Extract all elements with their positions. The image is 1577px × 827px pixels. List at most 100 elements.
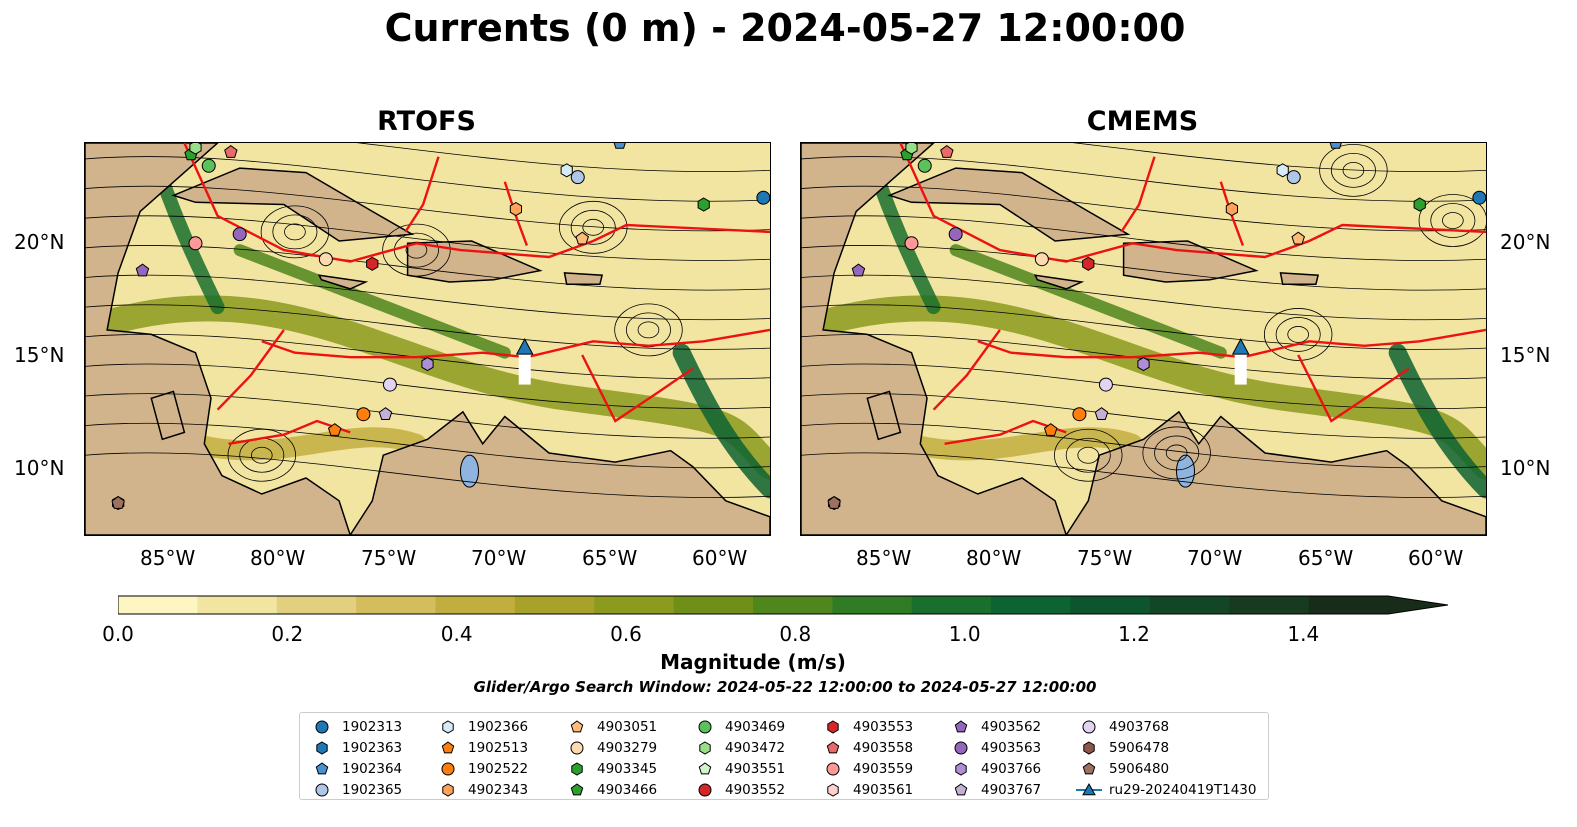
- legend-marker: [698, 783, 712, 796]
- colorbar-label: Magnitude (m/s): [660, 650, 846, 674]
- float-marker: [382, 377, 397, 392]
- float-marker: [613, 143, 626, 149]
- eddy-streamline: [1065, 437, 1111, 473]
- eddy-streamline: [1287, 326, 1309, 343]
- legend-marker: [570, 741, 584, 754]
- rtofs-map-canvas: [85, 143, 770, 535]
- legend-column: 1902313 1902363 1902364 1902365: [308, 716, 402, 800]
- y-tick-label: 20°N: [14, 230, 65, 254]
- legend-marker-icon: [955, 761, 967, 776]
- legend-marker-icon: [698, 783, 712, 796]
- streamline: [801, 185, 1486, 232]
- eddy-streamline: [1442, 212, 1464, 229]
- legend-label: 4903553: [853, 718, 914, 735]
- streamline: [801, 333, 1486, 380]
- streamline: [85, 333, 770, 380]
- float-marker: [905, 143, 918, 155]
- eddy-streamline: [284, 223, 306, 241]
- float-marker: [421, 357, 434, 372]
- legend-label: 4903766: [981, 760, 1042, 777]
- land-mass: [171, 167, 415, 242]
- legend-marker: [1082, 720, 1096, 733]
- current-band: [1388, 343, 1486, 499]
- legend-marker-icon: [570, 741, 584, 754]
- legend-label: 4903551: [725, 760, 786, 777]
- glider-marker: [515, 338, 534, 355]
- eddy-streamline: [1418, 194, 1486, 247]
- eez-boundary: [183, 143, 770, 263]
- legend-entry: 1902522: [434, 758, 528, 779]
- legend-marker-icon: [699, 740, 711, 755]
- legend-entry: 4903559: [819, 758, 913, 779]
- legend-entry: 4903561: [819, 779, 913, 800]
- colorbar-bin: [911, 596, 992, 614]
- colorbar-tick-label: 1.2: [1118, 622, 1150, 646]
- eddy-streamline: [1263, 308, 1333, 361]
- streamline: [801, 304, 1486, 350]
- legend-entry: 4903563: [947, 737, 1041, 758]
- legend-marker: [570, 782, 584, 795]
- legend-label: 1902313: [342, 718, 403, 735]
- legend-label: 4903767: [981, 781, 1042, 798]
- legend-marker: [442, 719, 454, 734]
- eez-boundary: [899, 143, 1486, 263]
- legend-entry: 1902313: [308, 716, 402, 737]
- legend-label: 1902366: [468, 718, 529, 735]
- legend-label: 4903051: [597, 718, 658, 735]
- legend-label: 4903561: [853, 781, 914, 798]
- eddy-streamline: [1342, 161, 1365, 179]
- streamline: [85, 245, 770, 291]
- colorbar-bin: [276, 596, 357, 614]
- legend-entry: 1902364: [308, 758, 402, 779]
- legend-entry: 1902365: [308, 779, 402, 800]
- streamline: [85, 393, 770, 439]
- streamline: [85, 422, 770, 469]
- glider-marker: [1231, 338, 1250, 355]
- float-marker: [356, 407, 371, 422]
- eddy-streamline: [272, 214, 318, 250]
- float-marker: [327, 423, 342, 436]
- legend-label: 4903559: [853, 760, 914, 777]
- search-window-text: Glider/Argo Search Window: 2024-05-22 12…: [473, 678, 1097, 696]
- legend: 1902313 1902363 1902364 1902365 1902366 19025…: [299, 712, 1269, 800]
- streamline: [801, 215, 1486, 261]
- x-tick-label: 60°W: [1408, 546, 1464, 570]
- x-tick-label: 65°W: [1298, 546, 1354, 570]
- legend-marker: [316, 740, 328, 755]
- eddy-streamline: [1319, 143, 1388, 197]
- eddy-streamline: [1275, 317, 1321, 352]
- float-marker: [1413, 197, 1426, 212]
- eez-boundary: [1297, 354, 1410, 423]
- float-marker: [509, 202, 522, 217]
- lake: [459, 454, 479, 488]
- float-marker: [827, 495, 841, 509]
- streamline: [801, 274, 1486, 321]
- legend-marker-icon: [441, 762, 455, 775]
- float-marker: [948, 227, 963, 242]
- legend-entry: 4903768: [1075, 716, 1256, 737]
- float-marker: [575, 231, 589, 245]
- legend-marker: [571, 761, 583, 776]
- streamline: [801, 156, 1486, 202]
- legend-marker: [698, 720, 712, 733]
- legend-entry: 5906478: [1075, 737, 1256, 758]
- eez-boundary: [581, 354, 694, 423]
- float-marker: [1072, 407, 1087, 422]
- float-marker: [1082, 256, 1095, 271]
- legend-label: 4903562: [981, 718, 1042, 735]
- colorbar-outline: [118, 595, 1448, 615]
- float-marker: [940, 144, 954, 158]
- legend-entry: 4903558: [819, 737, 913, 758]
- y-tick-label: 15°N: [1500, 343, 1551, 367]
- legend-label: 5906478: [1109, 739, 1170, 756]
- legend-entry: 4903469: [691, 716, 785, 737]
- cmems-map-canvas: [801, 143, 1486, 535]
- float-marker: [378, 407, 393, 420]
- colorbar-bin: [753, 596, 833, 614]
- colorbar-bin: [1149, 596, 1230, 614]
- legend-label: 4902343: [468, 781, 529, 798]
- float-marker: [318, 252, 333, 267]
- colorbar-extend-arrow: [1388, 596, 1448, 614]
- eddy-streamline: [1165, 444, 1188, 462]
- legend-marker-icon: [954, 719, 968, 732]
